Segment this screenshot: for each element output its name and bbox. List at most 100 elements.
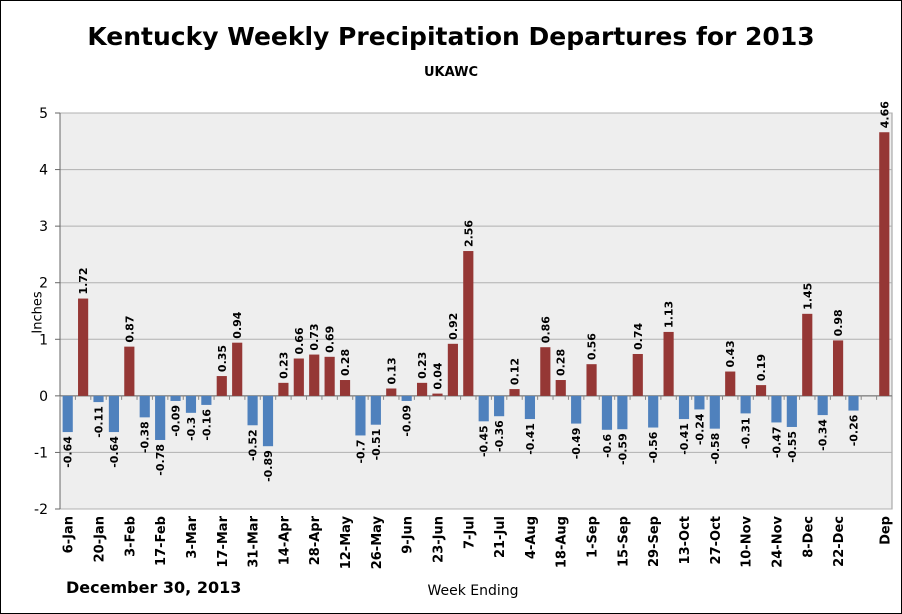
- bar: [432, 393, 443, 396]
- data-label: 0.66: [293, 327, 306, 354]
- y-tick-label: 0: [39, 389, 48, 405]
- y-tick-label: 2: [39, 276, 48, 292]
- data-label: -0.38: [139, 421, 152, 453]
- bar: [848, 395, 859, 411]
- x-tick-label: 15-Sep: [616, 516, 631, 567]
- bar: [108, 395, 120, 433]
- data-label: 0.28: [339, 349, 352, 376]
- x-tick-label: 29-Sep: [647, 516, 662, 567]
- bar: [62, 395, 73, 433]
- data-label: -0.11: [93, 406, 106, 438]
- data-label: -0.7: [354, 439, 367, 463]
- x-tick-label: 3-Mar: [185, 515, 200, 558]
- bar: [494, 395, 505, 417]
- bar: [740, 395, 751, 414]
- data-label: 0.94: [231, 311, 244, 338]
- x-tick-label: 7-Jul: [462, 516, 477, 549]
- bar: [355, 395, 366, 436]
- bar: [216, 376, 227, 396]
- bar: [401, 395, 412, 401]
- data-label: -0.89: [262, 450, 275, 482]
- y-tick-label: 5: [39, 106, 48, 122]
- bar: [278, 382, 289, 396]
- chart-subtitle: UKAWC: [424, 65, 478, 80]
- data-label: -0.45: [478, 425, 491, 457]
- data-label: -0.34: [817, 419, 830, 451]
- data-label: -0.78: [154, 444, 167, 476]
- bar: [309, 354, 320, 396]
- bar: [201, 395, 212, 405]
- data-label: 0.28: [555, 349, 568, 376]
- bar: [155, 395, 166, 440]
- data-label: 1.45: [801, 283, 814, 310]
- data-label: -0.49: [570, 428, 583, 460]
- footer-date: December 30, 2013: [66, 578, 242, 597]
- x-tick-label: 31-Mar: [247, 515, 262, 567]
- bar: [648, 395, 659, 428]
- x-tick-label: 26-May: [370, 515, 385, 569]
- x-tick-label: 18-Aug: [555, 516, 570, 568]
- bar: [232, 342, 243, 396]
- data-label: 0.23: [277, 352, 290, 379]
- data-label: 4.66: [878, 101, 891, 128]
- bar: [802, 313, 813, 396]
- bar: [262, 395, 274, 447]
- bar: [386, 388, 397, 396]
- data-label: -0.51: [370, 429, 383, 461]
- x-tick-label: 27-Oct: [709, 516, 724, 564]
- data-label: -0.47: [770, 426, 783, 458]
- y-tick-label: 4: [39, 163, 48, 179]
- bar: [678, 395, 690, 420]
- bar: [247, 395, 258, 426]
- bar: [771, 395, 782, 423]
- data-label: 0.92: [447, 313, 460, 340]
- x-tick-label: 14-Apr: [277, 515, 292, 565]
- x-tick-label: 10-Nov: [740, 515, 755, 567]
- data-label: 0.74: [632, 323, 645, 350]
- x-tick-label: 17-Feb: [154, 516, 169, 566]
- x-tick-label: 17-Mar: [216, 515, 231, 567]
- data-label: 0.86: [539, 316, 552, 343]
- data-label: 0.35: [216, 345, 229, 372]
- x-tick-label: 6-Jan: [62, 516, 77, 553]
- bar: [370, 395, 381, 425]
- data-label: -0.58: [709, 433, 722, 465]
- data-label: -0.09: [401, 405, 414, 437]
- data-label: 0.43: [724, 340, 737, 367]
- y-tick-label: 3: [39, 219, 48, 235]
- bar: [540, 347, 551, 396]
- x-tick-label: 13-Oct: [678, 516, 693, 564]
- data-label: 0.23: [416, 352, 429, 379]
- bar: [124, 346, 135, 396]
- bar: [463, 251, 474, 396]
- bar: [832, 340, 844, 396]
- bar: [879, 132, 890, 396]
- bar: [694, 395, 705, 410]
- bar: [170, 395, 181, 401]
- bar: [632, 353, 643, 396]
- data-label: -0.6: [601, 433, 614, 457]
- data-label: 0.19: [755, 354, 768, 381]
- data-label: -0.41: [678, 423, 691, 455]
- bar: [416, 382, 428, 396]
- x-tick-label: 1-Sep: [586, 516, 601, 558]
- data-label: -0.59: [616, 433, 629, 465]
- bar: [709, 395, 720, 429]
- x-tick-label: 23-Jun: [431, 516, 446, 563]
- bar: [447, 343, 458, 396]
- data-label: -0.36: [493, 420, 506, 452]
- data-label: -0.41: [524, 423, 537, 455]
- x-tick-label: 21-Jul: [493, 516, 508, 558]
- bar: [509, 389, 520, 396]
- chart-title: Kentucky Weekly Precipitation Departures…: [87, 22, 815, 51]
- data-label: 0.12: [509, 358, 522, 385]
- plot-area: [59, 112, 893, 510]
- x-tick-label: 28-Apr: [308, 515, 323, 565]
- bar: [586, 364, 597, 396]
- data-label: 0.69: [324, 326, 337, 353]
- data-label: -0.64: [108, 436, 121, 468]
- data-label: 0.87: [123, 315, 136, 342]
- x-tick-label: 8-Dec: [801, 516, 816, 558]
- data-label: -0.16: [200, 409, 213, 441]
